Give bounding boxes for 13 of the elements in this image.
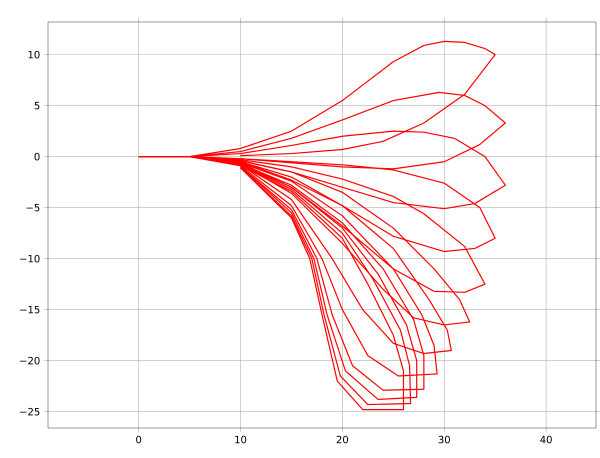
x-tick-label: 20 <box>336 436 348 444</box>
y-tick-label: −5 <box>26 204 40 212</box>
y-tick-label: 0 <box>34 152 40 160</box>
y-tick-label: −20 <box>20 356 40 364</box>
x-tick-label: 30 <box>438 436 450 444</box>
x-tick-label: 10 <box>235 436 246 444</box>
y-tick-label: −10 <box>20 254 40 262</box>
y-tick-label: −25 <box>20 408 40 416</box>
x-tick-label: 0 <box>136 436 142 444</box>
y-tick-label: 5 <box>34 102 40 110</box>
y-tick-label: −15 <box>20 306 40 314</box>
y-tick-label: 10 <box>28 50 40 58</box>
x-tick-label: 40 <box>540 436 552 444</box>
